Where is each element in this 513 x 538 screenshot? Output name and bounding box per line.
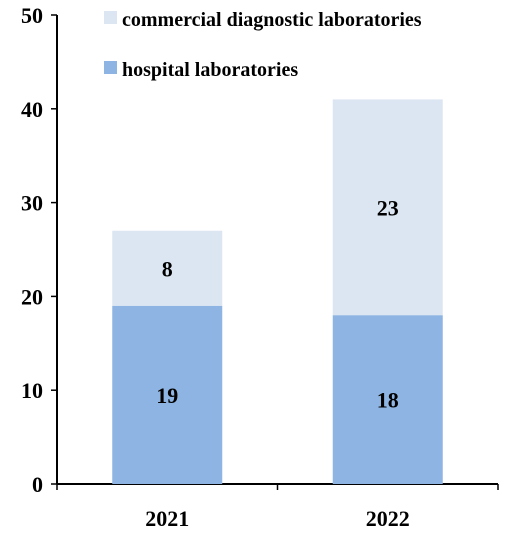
legend-swatch — [104, 61, 117, 74]
bar-segment — [112, 230, 223, 306]
watermark-text: 临床分子检测 — [428, 510, 507, 525]
wechat-icon — [410, 509, 424, 523]
y-tick-label: 30 — [21, 191, 43, 216]
x-tick-label: 2022 — [366, 506, 410, 531]
watermark: 临床分子检测 — [410, 506, 506, 525]
bar-segment — [112, 305, 223, 484]
y-tick-label: 40 — [21, 97, 43, 122]
y-tick-label: 10 — [21, 378, 43, 403]
data-label: 19 — [156, 383, 178, 408]
bar-segment — [332, 99, 443, 316]
y-tick-label: 0 — [32, 472, 43, 497]
y-tick-label: 20 — [21, 284, 43, 309]
legend: commercial diagnostic laboratories hospit… — [104, 9, 422, 81]
data-label: 23 — [377, 195, 399, 220]
y-tick-label: 50 — [21, 3, 43, 28]
data-label: 8 — [162, 256, 173, 281]
bar-segment — [332, 315, 443, 484]
bar-series: 19 8 18 23 — [112, 99, 443, 484]
legend-label: commercial diagnostic laboratories — [122, 9, 422, 31]
legend-swatch — [104, 11, 117, 24]
data-label: 18 — [377, 388, 399, 413]
x-tick-label: 2021 — [145, 506, 189, 531]
legend-label: hospital laboratories — [122, 59, 298, 81]
y-axis: 0 10 20 30 40 50 — [21, 3, 58, 497]
